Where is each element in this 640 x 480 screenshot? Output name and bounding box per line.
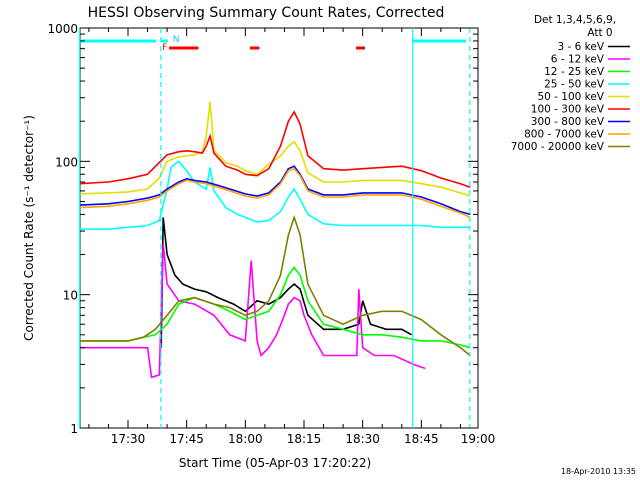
series-line-0	[160, 217, 412, 348]
legend-label-2: 12 - 25 keV	[544, 66, 605, 78]
attenuator-lines	[78, 28, 471, 428]
series-line-3	[80, 160, 471, 230]
legend-label-0: 3 - 6 keV	[557, 41, 604, 53]
legend-label-5: 100 - 300 keV	[531, 104, 605, 116]
x-tick-label-2: 18:00	[228, 432, 263, 446]
plot-area	[79, 27, 479, 429]
x-tick-label-3: 18:15	[287, 432, 322, 446]
series-line-4	[80, 101, 471, 197]
legend-header-line1: Det 1,3,4,5,6,9,	[534, 14, 616, 26]
legend-label-3: 25 - 50 keV	[544, 79, 605, 91]
x-axis: 17:30 17:45 18:00 18:15 18:30 18:45 19:00	[88, 28, 496, 446]
legend-label-8: 7000 - 20000 keV	[511, 141, 605, 153]
x-tick-label-1: 17:45	[169, 432, 204, 446]
y-axis: 1 10 100 1000	[47, 22, 478, 436]
chart-title: HESSI Observing Summary Count Rates, Cor…	[88, 5, 445, 21]
flag-bars	[80, 39, 466, 50]
series-line-2	[80, 266, 471, 349]
legend-label-6: 300 - 800 keV	[531, 116, 605, 128]
series-line-6	[80, 165, 471, 216]
generation-timestamp: 18-Apr-2010 13:35	[561, 467, 636, 476]
legend-label-7: 800 - 7000 keV	[524, 129, 605, 141]
x-tick-label-6: 19:00	[461, 432, 496, 446]
y-axis-label: Corrected Count Rate (s⁻¹ detector⁻¹)	[22, 115, 36, 341]
x-tick-label-5: 18:45	[404, 432, 439, 446]
x-tick-label-4: 18:30	[345, 432, 380, 446]
legend-header-line2: Att 0	[587, 27, 612, 39]
y-tick-label-1: 10	[63, 289, 78, 303]
series-line-1	[80, 243, 426, 379]
series-line-8	[80, 214, 471, 357]
y-tick-label-0: 1	[70, 422, 78, 436]
x-tick-label-0: 17:30	[111, 432, 146, 446]
legend-label-1: 6 - 12 keV	[551, 54, 605, 66]
series-line-5	[80, 110, 471, 188]
series-line-7	[80, 167, 471, 219]
night-marker-label: N	[173, 35, 180, 45]
y-tick-label-3: 1000	[47, 22, 78, 36]
plot-border	[79, 27, 479, 429]
legend-label-4: 50 - 100 keV	[537, 91, 604, 103]
y-tick-label-2: 100	[55, 155, 78, 169]
flare-marker-label: F	[162, 43, 167, 53]
series-layer	[80, 101, 471, 379]
x-axis-label: Start Time (05-Apr-03 17:20:22)	[179, 456, 371, 470]
